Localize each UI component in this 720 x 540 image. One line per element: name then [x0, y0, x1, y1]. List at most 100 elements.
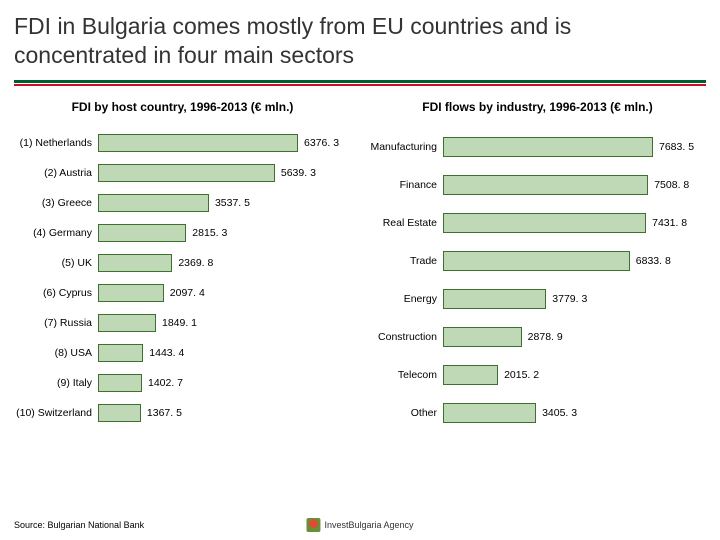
chart-row: (4) Germany 2815. 3 [10, 218, 355, 248]
bar-track: 1849. 1 [98, 314, 355, 332]
footer: Source: Bulgarian National Bank InvestBu… [14, 520, 706, 530]
bar-value: 7431. 8 [646, 217, 687, 229]
chart-row: (9) Italy 1402. 7 [10, 368, 355, 398]
bar-value: 2878. 9 [522, 331, 563, 343]
bar [98, 224, 186, 242]
row-label: Manufacturing [365, 141, 443, 153]
bar [98, 254, 172, 272]
bar-value: 7683. 5 [653, 141, 694, 153]
bar-value: 1367. 5 [141, 407, 182, 419]
row-label: (10) Switzerland [10, 407, 98, 419]
chart-row: (6) Cyprus 2097. 4 [10, 278, 355, 308]
bar-value: 1849. 1 [156, 317, 197, 329]
source-text: Source: Bulgarian National Bank [14, 520, 144, 530]
bar-track: 3405. 3 [443, 403, 710, 423]
bar [443, 175, 648, 195]
bar [98, 374, 142, 392]
bar-value: 1443. 4 [143, 347, 184, 359]
bar-track: 7683. 5 [443, 137, 710, 157]
chart-row: (5) UK 2369. 8 [10, 248, 355, 278]
bar-track: 2097. 4 [98, 284, 355, 302]
bar [443, 365, 498, 385]
agency-logo: InvestBulgaria Agency [306, 518, 413, 532]
bar [443, 403, 536, 423]
chart-row: (1) Netherlands 6376. 3 [10, 128, 355, 158]
row-label: (2) Austria [10, 167, 98, 179]
bar-value: 7508. 8 [648, 179, 689, 191]
row-label: (8) USA [10, 347, 98, 359]
row-label: Construction [365, 331, 443, 343]
chart-row: (2) Austria 5639. 3 [10, 158, 355, 188]
bar-value: 6376. 3 [298, 137, 339, 149]
chart-right: FDI flows by industry, 1996-2013 (€ mln.… [365, 100, 710, 432]
chart-row: Trade 6833. 8 [365, 242, 710, 280]
agency-logo-text: InvestBulgaria Agency [324, 520, 413, 530]
chart-row: (7) Russia 1849. 1 [10, 308, 355, 338]
bar-track: 5639. 3 [98, 164, 355, 182]
row-label: (3) Greece [10, 197, 98, 209]
bar [98, 194, 209, 212]
chart-right-title: FDI flows by industry, 1996-2013 (€ mln.… [365, 100, 710, 114]
chart-row: Energy 3779. 3 [365, 280, 710, 318]
row-label: Finance [365, 179, 443, 191]
bar-value: 2815. 3 [186, 227, 227, 239]
chart-row: (10) Switzerland 1367. 5 [10, 398, 355, 428]
chart-row: Finance 7508. 8 [365, 166, 710, 204]
bar-track: 7431. 8 [443, 213, 710, 233]
chart-left-rows: (1) Netherlands 6376. 3 (2) Austria 5639. 3… [10, 128, 355, 428]
bar [443, 213, 646, 233]
bar [443, 137, 653, 157]
bar-track: 2015. 2 [443, 365, 710, 385]
bar [443, 327, 522, 347]
chart-row: Manufacturing 7683. 5 [365, 128, 710, 166]
chart-row: Telecom 2015. 2 [365, 356, 710, 394]
chart-row: Real Estate 7431. 8 [365, 204, 710, 242]
row-label: (1) Netherlands [10, 137, 98, 149]
bar-value: 3537. 5 [209, 197, 250, 209]
row-label: Energy [365, 293, 443, 305]
bar-value: 6833. 8 [630, 255, 671, 267]
bar [443, 289, 546, 309]
bar [98, 314, 156, 332]
bar [98, 164, 275, 182]
bar-track: 3779. 3 [443, 289, 710, 309]
bar [98, 134, 298, 152]
bar [98, 284, 164, 302]
bar-value: 1402. 7 [142, 377, 183, 389]
bar-value: 3405. 3 [536, 407, 577, 419]
chart-left-title: FDI by host country, 1996-2013 (€ mln.) [10, 100, 355, 114]
bar-value: 2369. 8 [172, 257, 213, 269]
bar-value: 3779. 3 [546, 293, 587, 305]
bar-value: 2097. 4 [164, 287, 205, 299]
chart-left: FDI by host country, 1996-2013 (€ mln.) … [10, 100, 355, 432]
bar-track: 1443. 4 [98, 344, 355, 362]
agency-logo-icon [306, 518, 320, 532]
bar [98, 404, 141, 422]
chart-row: Other 3405. 3 [365, 394, 710, 432]
bar-track: 6376. 3 [98, 134, 355, 152]
bar-track: 3537. 5 [98, 194, 355, 212]
row-label: Telecom [365, 369, 443, 381]
row-label: (5) UK [10, 257, 98, 269]
bar-track: 1367. 5 [98, 404, 355, 422]
page-title: FDI in Bulgaria comes mostly from EU cou… [0, 0, 720, 76]
bar-value: 2015. 2 [498, 369, 539, 381]
bar-track: 6833. 8 [443, 251, 710, 271]
bar-track: 1402. 7 [98, 374, 355, 392]
row-label: Other [365, 407, 443, 419]
chart-row: (8) USA 1443. 4 [10, 338, 355, 368]
row-label: Trade [365, 255, 443, 267]
row-label: (4) Germany [10, 227, 98, 239]
bar-track: 2878. 9 [443, 327, 710, 347]
chart-row: Construction 2878. 9 [365, 318, 710, 356]
chart-right-rows: Manufacturing 7683. 5 Finance 7508. 8 Real E… [365, 128, 710, 432]
bar-value: 5639. 3 [275, 167, 316, 179]
row-label: (9) Italy [10, 377, 98, 389]
bar-track: 2815. 3 [98, 224, 355, 242]
bar-track: 7508. 8 [443, 175, 710, 195]
bar [98, 344, 143, 362]
row-label: (7) Russia [10, 317, 98, 329]
bar-track: 2369. 8 [98, 254, 355, 272]
row-label: (6) Cyprus [10, 287, 98, 299]
row-label: Real Estate [365, 217, 443, 229]
